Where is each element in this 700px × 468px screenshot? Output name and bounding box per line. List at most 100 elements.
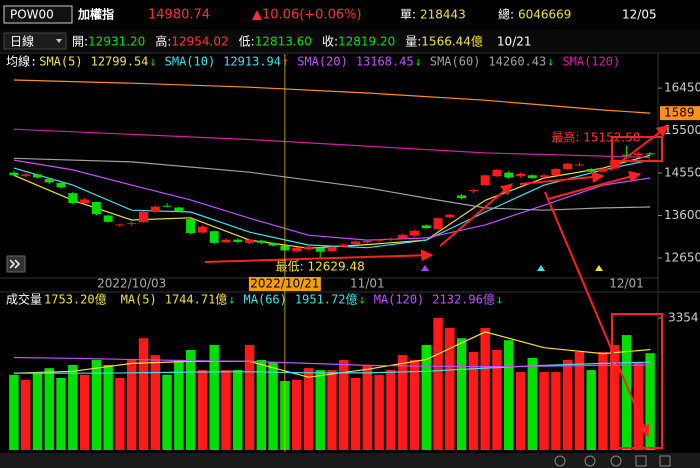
info-items: 開: 12931.20 高: 12954.02 低: 12813.60 收: 12819.20… [72,34,532,49]
expand-button[interactable] [6,255,26,273]
volume-bar [492,350,502,450]
candle-body [32,174,42,178]
candle-body [68,193,78,204]
toolbar-icon[interactable] [635,455,647,467]
candle-body [563,163,573,170]
symbol: POW00 [10,8,54,22]
candle-body [303,246,313,250]
ma-line [13,159,651,249]
candle-body [256,240,266,243]
last-value-tag [660,106,700,121]
legend-trend: ↓ [415,55,422,69]
y-tick-label: 3354 [668,310,699,324]
volume-bar [468,351,479,450]
candle-body [115,224,125,226]
toolbar-icon[interactable] [554,455,566,467]
volume-bar [44,368,54,450]
ma-line [13,79,651,114]
volume-bar [221,370,231,450]
candle-body [527,175,537,178]
event-marker[interactable] [537,265,545,271]
y-tick-label: 14550 [664,166,700,180]
candle-body [633,153,643,156]
ma-line [13,356,651,368]
info-label: 收: [322,35,338,49]
highlight-box [611,136,663,162]
y-tick-label: 15500 [664,123,700,137]
volume-bar [445,327,455,450]
candle-body [645,153,655,155]
price: 14980.74 [148,8,210,23]
high-annotation: 最高: 15152.58 [551,130,640,145]
volume-bar [574,351,585,450]
last-value-label: 1589 [664,106,695,120]
legend-name: SMA(20) [297,55,348,69]
candle-body [80,199,90,204]
arrow [544,191,650,438]
candle-body [598,168,608,172]
legend-value: 1744.71億 [165,293,228,307]
legend-value: 12913.94 [223,55,281,69]
candle-body [209,231,219,243]
legend-trend: ↑ [282,55,289,69]
candle-body [351,241,361,245]
ma-line [13,159,651,241]
volume-bar [315,370,325,450]
candle-body [91,202,101,215]
legend-name: SMA(120) [562,55,620,69]
candle-body [174,207,184,212]
volume-bar [126,359,137,450]
volume-bar [9,374,19,450]
info-value: 1566.44億 [421,35,483,49]
x-tick-label: 2022/10/03 [97,277,166,291]
arrow [547,171,642,200]
volume-bar [327,370,337,450]
candle-body [9,172,19,176]
candle-body [457,195,467,199]
total-volume: 6046669 [518,8,571,22]
info-value: 12931.20 [88,35,145,49]
single-label: 單: [400,8,416,22]
volume-bar [32,372,43,450]
candle-body [409,230,419,236]
volume-bar [138,338,149,450]
volume-bar [79,374,90,450]
candle-body [233,239,243,242]
candle-body [480,175,490,186]
legend-value: 14260.43 [488,55,546,69]
candle-body [374,239,384,241]
volume-bar [350,377,361,450]
period-select[interactable] [3,32,67,50]
legend-title: 成交量 [6,292,42,307]
legend-trend: ↓ [496,293,503,307]
candle-body [433,218,443,229]
toolbar-icon[interactable] [610,455,622,467]
volume-bar [504,340,514,450]
toolbar-icon[interactable] [584,455,596,467]
volume-bar [185,350,196,450]
volume-bar [174,359,184,450]
volume-bar [610,344,620,450]
y-tick-label: 13600 [664,208,700,222]
legend-name: SMA(60) [430,55,481,69]
info-label: 高: [155,34,171,49]
legend-value: 1951.72億 [295,293,358,307]
volume-bar [562,359,573,450]
legend-name: MA(5) [121,293,157,307]
symbol-box[interactable] [3,5,73,24]
candle-body [186,219,196,233]
candle-body [150,206,160,212]
y-tick-label: 12650 [664,251,700,265]
candle-body [221,239,231,243]
volume-bar [480,327,490,450]
toolbar-icon[interactable] [659,455,671,467]
volume-bar [409,359,420,450]
volume-bar [256,359,267,450]
event-marker[interactable] [421,265,429,271]
candle-body [103,215,113,222]
volume-bar [56,377,66,450]
volume-bar [539,372,549,450]
event-marker[interactable] [595,265,603,271]
volume-bar [598,351,608,450]
